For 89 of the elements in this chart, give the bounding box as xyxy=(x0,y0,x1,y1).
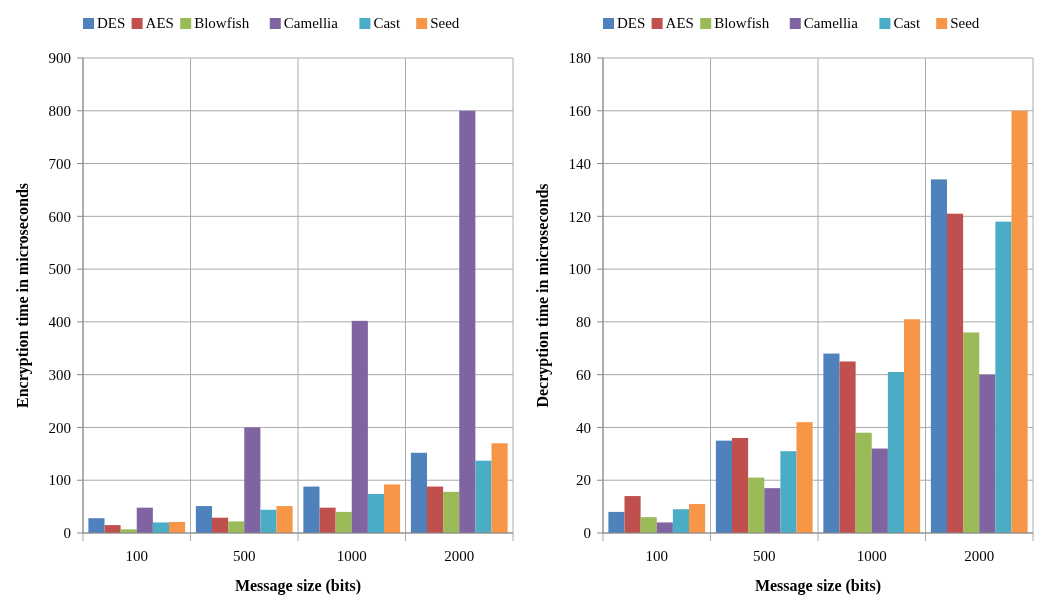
y-tick-label: 600 xyxy=(48,208,71,225)
legend-label: AES xyxy=(665,15,694,31)
y-tick-label: 140 xyxy=(568,155,591,172)
bar xyxy=(963,332,980,533)
bar xyxy=(796,422,813,533)
bar xyxy=(152,522,169,533)
y-tick-label: 400 xyxy=(48,314,71,331)
bar xyxy=(351,320,368,533)
bar xyxy=(855,432,872,533)
bar xyxy=(608,511,625,533)
y-tick-label: 800 xyxy=(48,103,71,120)
bar xyxy=(303,486,320,533)
x-tick-label: 1000 xyxy=(856,548,887,564)
legend-label: Seed xyxy=(950,15,980,31)
bar xyxy=(979,374,996,533)
bar xyxy=(839,361,856,533)
y-tick-label: 200 xyxy=(48,419,71,436)
bar xyxy=(656,522,673,533)
bar xyxy=(640,517,657,533)
bar xyxy=(459,110,476,533)
x-tick-label: 100 xyxy=(645,548,668,564)
legend-label: Blowfish xyxy=(714,15,770,31)
bar xyxy=(624,496,641,533)
y-tick-label: 0 xyxy=(63,525,71,542)
y-tick-label: 100 xyxy=(568,261,591,278)
legend-label: AES xyxy=(145,15,174,31)
bar xyxy=(228,521,245,533)
bar xyxy=(491,443,508,533)
x-axis-title: Message size (bits) xyxy=(754,577,882,595)
bar xyxy=(871,448,888,533)
x-tick-label: 2000 xyxy=(964,548,995,564)
x-axis-title: Message size (bits) xyxy=(234,577,362,595)
y-tick-label: 700 xyxy=(48,155,71,172)
bar xyxy=(689,503,706,533)
legend-label: Cast xyxy=(373,15,401,31)
x-tick-label: 100 xyxy=(125,548,148,564)
bar xyxy=(260,509,277,533)
bar xyxy=(335,511,352,533)
bar xyxy=(887,372,904,533)
y-tick-label: 20 xyxy=(576,472,591,489)
legend-label: Seed xyxy=(430,15,460,31)
bar xyxy=(748,477,765,533)
legend-label: Camellia xyxy=(803,15,859,31)
bar xyxy=(764,488,781,533)
x-tick-label: 2000 xyxy=(444,548,475,564)
legend-label: DES xyxy=(97,15,126,31)
bar xyxy=(995,221,1012,533)
bar xyxy=(384,484,401,533)
bar xyxy=(195,506,212,533)
bar xyxy=(823,353,840,533)
bar xyxy=(715,440,732,533)
y-tick-label: 80 xyxy=(576,314,591,331)
bar xyxy=(475,460,492,533)
y-tick-label: 900 xyxy=(48,50,71,67)
legend-label: DES xyxy=(617,15,646,31)
bar xyxy=(410,452,427,533)
y-tick-label: 160 xyxy=(568,103,591,120)
bar xyxy=(276,506,293,533)
bar xyxy=(780,451,797,533)
bar xyxy=(672,509,689,533)
legend-label: Camellia xyxy=(283,15,339,31)
bar xyxy=(88,518,105,533)
bar xyxy=(427,486,444,533)
bar xyxy=(443,491,460,533)
x-tick-label: 1000 xyxy=(336,548,367,564)
x-tick-label: 500 xyxy=(753,548,776,564)
bar xyxy=(136,507,153,533)
y-tick-label: 40 xyxy=(576,419,591,436)
bar xyxy=(1011,110,1028,533)
bar xyxy=(947,213,964,533)
x-tick-label: 500 xyxy=(233,548,256,564)
legend-label: Cast xyxy=(893,15,921,31)
y-tick-label: 120 xyxy=(568,208,591,225)
y-axis-title: Decryption time in microseconds xyxy=(534,183,552,408)
bar xyxy=(732,438,749,533)
y-axis-title: Encryption time in microseconds xyxy=(14,182,32,409)
bar xyxy=(212,517,229,533)
bar xyxy=(930,179,947,533)
y-tick-label: 500 xyxy=(48,261,71,278)
bar xyxy=(367,493,384,533)
bar xyxy=(244,427,261,533)
bar xyxy=(319,507,336,533)
bar xyxy=(904,319,921,533)
y-tick-label: 60 xyxy=(576,366,591,383)
y-tick-label: 300 xyxy=(48,366,71,383)
y-tick-label: 180 xyxy=(568,50,591,67)
y-tick-label: 0 xyxy=(583,525,591,542)
y-tick-label: 100 xyxy=(48,472,71,489)
legend-label: Blowfish xyxy=(194,15,250,31)
